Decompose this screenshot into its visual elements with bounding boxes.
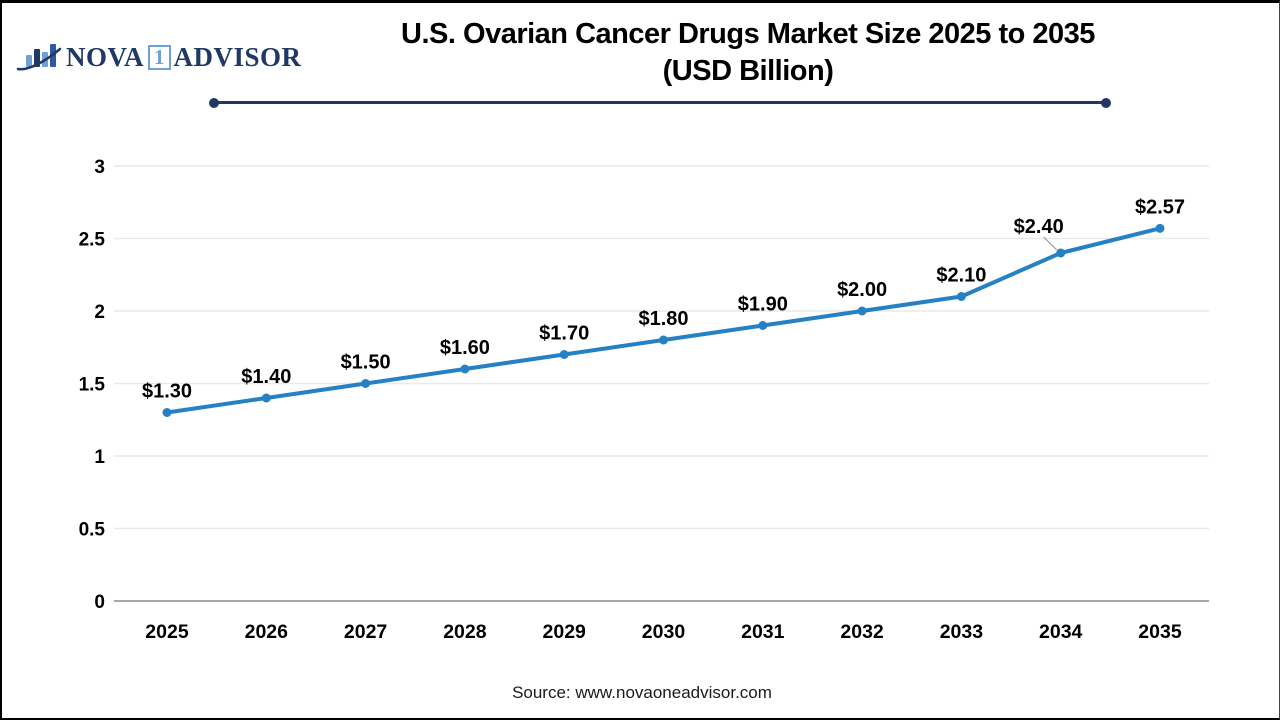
data-point-2028 — [460, 364, 470, 374]
x-axis-label: 2035 — [1138, 621, 1182, 643]
chart-title-line1: U.S. Ovarian Cancer Drugs Market Size 20… — [401, 18, 1095, 50]
data-label-2029: $1.70 — [539, 323, 589, 345]
x-axis-label: 2030 — [642, 621, 686, 643]
x-axis-label: 2034 — [1039, 621, 1083, 643]
data-label-2028: $1.60 — [440, 337, 490, 359]
source-text: Source: www.novaoneadvisor.com — [512, 683, 772, 702]
y-tick-label: 3 — [94, 157, 105, 178]
brand-logo: NOVA 1 ADVISOR — [16, 39, 302, 75]
data-label-2030: $1.80 — [638, 308, 688, 330]
chart-title: U.S. Ovarian Cancer Drugs Market Size 20… — [401, 16, 1095, 90]
underline-left-dot — [209, 97, 219, 108]
data-point-2033 — [956, 292, 966, 301]
logo-text-advisor: ADVISOR — [173, 41, 302, 72]
data-label-2026: $1.40 — [241, 366, 291, 388]
data-point-2025 — [162, 408, 172, 417]
x-axis-label: 2032 — [840, 621, 884, 643]
bar-chart-logo-icon — [16, 44, 62, 71]
data-label-2033: $2.10 — [936, 265, 986, 287]
x-axis-label: 2026 — [245, 621, 289, 643]
x-axis-label: 2031 — [741, 621, 785, 643]
data-point-2035 — [1155, 223, 1165, 233]
y-tick-label: 2.5 — [79, 230, 106, 251]
data-label-2034: $2.40 — [1014, 216, 1064, 238]
data-label-2032: $2.00 — [837, 279, 887, 301]
y-tick-label: 0.5 — [79, 520, 106, 541]
y-tick-label: 2 — [94, 302, 105, 323]
x-axis-label: 2028 — [443, 621, 487, 643]
data-point-2026 — [261, 393, 271, 403]
y-tick-label: 1 — [94, 447, 105, 468]
data-label-2035: $2.57 — [1135, 196, 1185, 218]
line-chart: 0 0.5 1 1.5 2 2.5 3 2025 2026 2027 2028 2029 2030 203… — [79, 157, 1209, 643]
data-point-2029 — [559, 350, 569, 359]
logo-badge-one: 1 — [148, 44, 171, 70]
data-label-2025: $1.30 — [142, 381, 192, 403]
logo-text-nova: NOVA — [66, 41, 145, 72]
y-tick-label: 0 — [94, 592, 105, 613]
x-axis-label: 2025 — [145, 621, 189, 643]
data-point-2034 — [1056, 248, 1066, 258]
data-label-2027: $1.50 — [341, 352, 391, 374]
data-point-2030 — [659, 335, 668, 345]
data-label-leader-line — [1043, 236, 1058, 251]
x-axis-label: 2027 — [344, 621, 387, 643]
data-point-2031 — [758, 321, 768, 330]
y-tick-label: 1.5 — [79, 375, 106, 396]
x-axis-label: 2033 — [940, 621, 984, 643]
x-axis-label: 2029 — [543, 621, 587, 643]
data-label-2031: $1.90 — [738, 294, 788, 316]
title-underline — [209, 97, 1111, 108]
underline-right-dot — [1101, 97, 1111, 108]
data-point-2032 — [857, 306, 867, 316]
chart-title-line2: (USD Billion) — [662, 55, 834, 87]
data-point-2027 — [361, 379, 371, 388]
